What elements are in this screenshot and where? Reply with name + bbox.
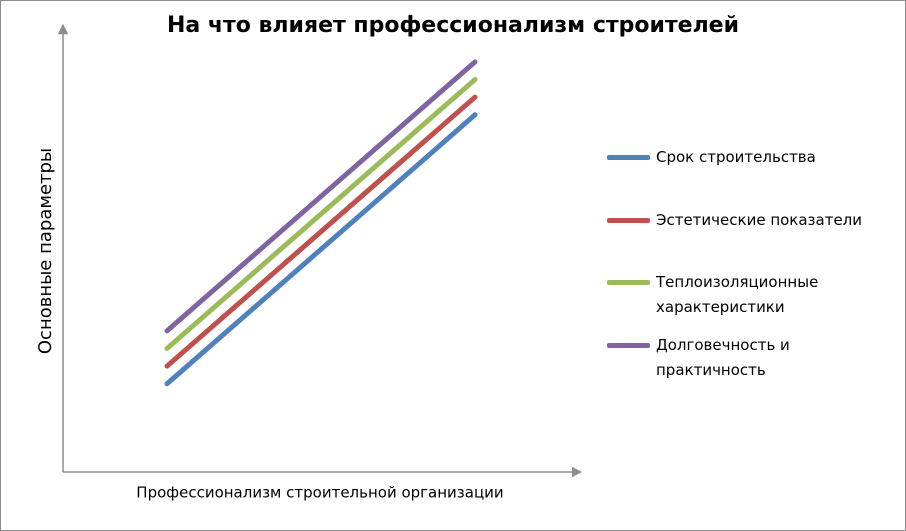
series-line: [164, 59, 478, 334]
legend-label: Срок строительства: [656, 148, 816, 166]
legend-swatch: [607, 280, 650, 285]
legend-entry: Долговечность и практичность: [607, 333, 888, 396]
legend-label: Теплоизоляционные характеристики: [656, 273, 819, 316]
legend-swatch: [607, 155, 650, 160]
x-axis-label: Профессионализм строительной организации: [136, 484, 503, 502]
chart-title: На что влияет профессионализм строителей: [167, 13, 739, 38]
legend-swatch: [607, 217, 650, 223]
legend-entry: Эстетические показатели: [607, 208, 888, 271]
legend-swatch: [607, 342, 650, 348]
legend-label: Долговечность и практичность: [656, 335, 790, 379]
legend-entry: Срок строительства: [607, 145, 888, 208]
legend-label: Эстетические показатели: [656, 210, 863, 229]
legend-entry: Теплоизоляционные характеристики: [607, 270, 888, 333]
series-line: [164, 77, 478, 352]
series-line: [164, 112, 478, 387]
series-line: [164, 94, 478, 369]
legend: Срок строительства Эстетические показател…: [607, 145, 897, 395]
y-axis-label: Основные параметры: [35, 148, 56, 354]
